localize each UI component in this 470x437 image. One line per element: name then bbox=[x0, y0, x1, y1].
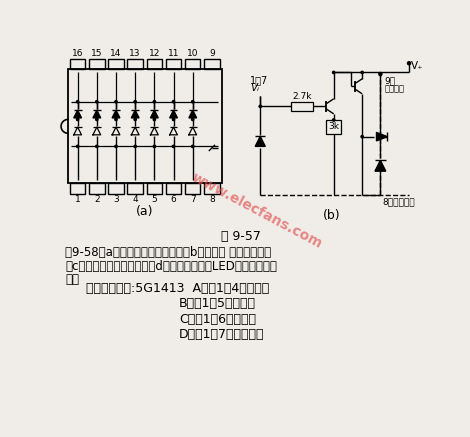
Text: 2: 2 bbox=[94, 195, 100, 204]
Text: 3: 3 bbox=[113, 195, 119, 204]
Polygon shape bbox=[189, 110, 196, 118]
Circle shape bbox=[153, 118, 156, 121]
Circle shape bbox=[153, 145, 156, 148]
Text: （公用）: （公用） bbox=[384, 84, 404, 93]
Text: 值得注意的是:5G1413  A档为1～4路是好的: 值得注意的是:5G1413 A档为1～4路是好的 bbox=[86, 282, 269, 295]
Circle shape bbox=[192, 145, 194, 148]
Polygon shape bbox=[93, 110, 101, 118]
Text: 图9-58（a）为驱动继电器电路；（b）为驱动 指示灯电路；: 图9-58（a）为驱动继电器电路；（b）为驱动 指示灯电路； bbox=[65, 246, 271, 260]
Text: Vᵢ: Vᵢ bbox=[250, 83, 259, 93]
Text: 14: 14 bbox=[110, 49, 122, 58]
Polygon shape bbox=[376, 132, 387, 141]
Text: 9: 9 bbox=[209, 49, 215, 58]
Text: www.elecfans.com: www.elecfans.com bbox=[188, 170, 324, 251]
Text: 4: 4 bbox=[133, 195, 138, 204]
Text: 路。: 路。 bbox=[65, 273, 79, 286]
Circle shape bbox=[172, 145, 175, 148]
Bar bbox=[185, 59, 201, 69]
Bar bbox=[89, 184, 104, 194]
Circle shape bbox=[134, 118, 136, 121]
Text: （c）为驱动晶体灯电路；（d）为驱动共阳极LED七段显示器电: （c）为驱动晶体灯电路；（d）为驱动共阳极LED七段显示器电 bbox=[65, 260, 277, 273]
Circle shape bbox=[153, 101, 156, 103]
Text: 1～7: 1～7 bbox=[250, 75, 268, 85]
Circle shape bbox=[134, 101, 136, 103]
Text: 11: 11 bbox=[168, 49, 179, 58]
Text: V₊: V₊ bbox=[411, 61, 423, 71]
Text: 1: 1 bbox=[75, 195, 80, 204]
Circle shape bbox=[192, 101, 194, 103]
Circle shape bbox=[115, 118, 117, 121]
Text: 2.7k: 2.7k bbox=[292, 92, 312, 101]
Bar bbox=[70, 59, 86, 69]
Circle shape bbox=[361, 135, 363, 138]
Bar bbox=[127, 59, 143, 69]
Circle shape bbox=[192, 118, 194, 121]
Polygon shape bbox=[375, 160, 386, 171]
Circle shape bbox=[77, 145, 79, 148]
Text: 图 9-57: 图 9-57 bbox=[221, 229, 261, 243]
Bar bbox=[70, 184, 86, 194]
Circle shape bbox=[115, 145, 117, 148]
Polygon shape bbox=[112, 110, 120, 118]
Text: 13: 13 bbox=[129, 49, 141, 58]
Circle shape bbox=[96, 118, 98, 121]
Circle shape bbox=[134, 145, 136, 148]
Bar bbox=[147, 184, 162, 194]
Polygon shape bbox=[255, 136, 265, 146]
Text: 12: 12 bbox=[149, 49, 160, 58]
Text: 10: 10 bbox=[187, 49, 198, 58]
Circle shape bbox=[407, 62, 411, 65]
Bar bbox=[204, 59, 219, 69]
Circle shape bbox=[96, 145, 98, 148]
Polygon shape bbox=[74, 110, 81, 118]
Text: (a): (a) bbox=[136, 205, 154, 218]
Circle shape bbox=[259, 105, 261, 108]
Bar bbox=[326, 120, 341, 134]
Text: 8: 8 bbox=[209, 195, 215, 204]
Circle shape bbox=[115, 101, 117, 103]
Circle shape bbox=[77, 101, 79, 103]
Circle shape bbox=[379, 73, 382, 76]
Text: C档为1～6路是好的: C档为1～6路是好的 bbox=[179, 313, 256, 326]
Bar bbox=[147, 59, 162, 69]
Bar bbox=[185, 184, 201, 194]
Text: 6: 6 bbox=[171, 195, 176, 204]
Text: B档为1～5路是好的: B档为1～5路是好的 bbox=[179, 297, 256, 310]
Circle shape bbox=[332, 71, 335, 73]
Bar bbox=[204, 184, 219, 194]
Text: 9脚: 9脚 bbox=[384, 76, 395, 85]
Text: 3k: 3k bbox=[328, 122, 339, 132]
Text: 16: 16 bbox=[72, 49, 83, 58]
Text: D档为1～7路是好的。: D档为1～7路是好的。 bbox=[179, 328, 264, 341]
Circle shape bbox=[172, 101, 175, 103]
Circle shape bbox=[77, 118, 79, 121]
Circle shape bbox=[361, 71, 363, 73]
Bar bbox=[166, 184, 181, 194]
Circle shape bbox=[96, 101, 98, 103]
Text: 5: 5 bbox=[151, 195, 157, 204]
Polygon shape bbox=[170, 110, 177, 118]
Polygon shape bbox=[131, 110, 139, 118]
Bar bbox=[127, 184, 143, 194]
Circle shape bbox=[379, 135, 382, 138]
Text: 15: 15 bbox=[91, 49, 102, 58]
Bar bbox=[108, 59, 124, 69]
Circle shape bbox=[332, 119, 335, 121]
Circle shape bbox=[172, 118, 175, 121]
Polygon shape bbox=[150, 110, 158, 118]
Bar bbox=[108, 184, 124, 194]
Bar bbox=[89, 59, 104, 69]
Bar bbox=[166, 59, 181, 69]
Bar bbox=[291, 102, 313, 111]
Bar bbox=[68, 69, 221, 184]
Text: 8脚（公用）: 8脚（公用） bbox=[383, 197, 415, 206]
Text: (b): (b) bbox=[323, 209, 341, 222]
Text: 7: 7 bbox=[190, 195, 196, 204]
